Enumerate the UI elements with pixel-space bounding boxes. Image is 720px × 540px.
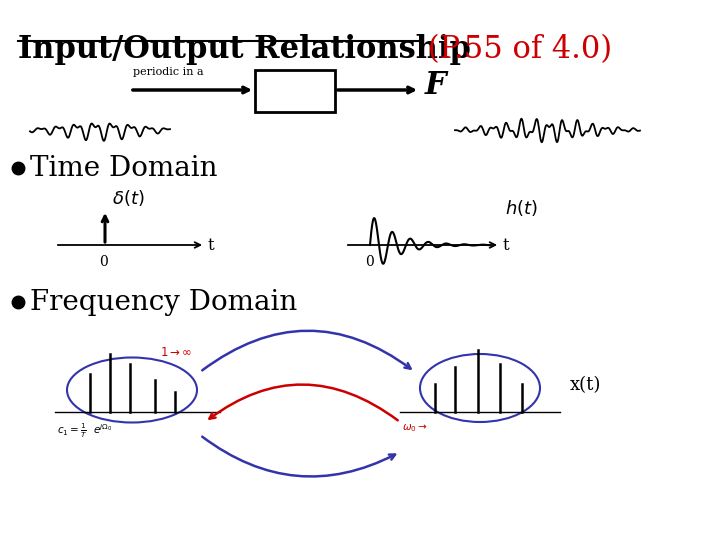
Text: Time Domain: Time Domain	[30, 154, 217, 181]
Text: $c_1{=}\frac{1}{T}$: $c_1{=}\frac{1}{T}$	[57, 422, 87, 441]
Text: F: F	[425, 70, 446, 100]
Text: $h(t)$: $h(t)$	[505, 198, 538, 218]
Text: t: t	[503, 237, 510, 253]
Text: Input/Output Relationship: Input/Output Relationship	[18, 34, 471, 65]
Text: $e^{j\Omega_0}$: $e^{j\Omega_0}$	[93, 422, 112, 436]
Text: $\omega_0 \to$: $\omega_0 \to$	[402, 422, 428, 434]
Text: t: t	[208, 237, 215, 253]
Text: Frequency Domain: Frequency Domain	[30, 288, 297, 315]
Bar	[255, 70, 335, 112]
Text: (P.55 of 4.0): (P.55 of 4.0)	[418, 34, 612, 65]
Text: 0: 0	[366, 255, 374, 269]
Text: $1 \to \infty$: $1 \to \infty$	[160, 346, 192, 359]
Text: 0: 0	[99, 255, 107, 269]
Text: x(t): x(t)	[570, 376, 601, 394]
Text: $\delta(t)$: $\delta(t)$	[112, 188, 145, 208]
Text: periodic in a: periodic in a	[133, 67, 204, 77]
